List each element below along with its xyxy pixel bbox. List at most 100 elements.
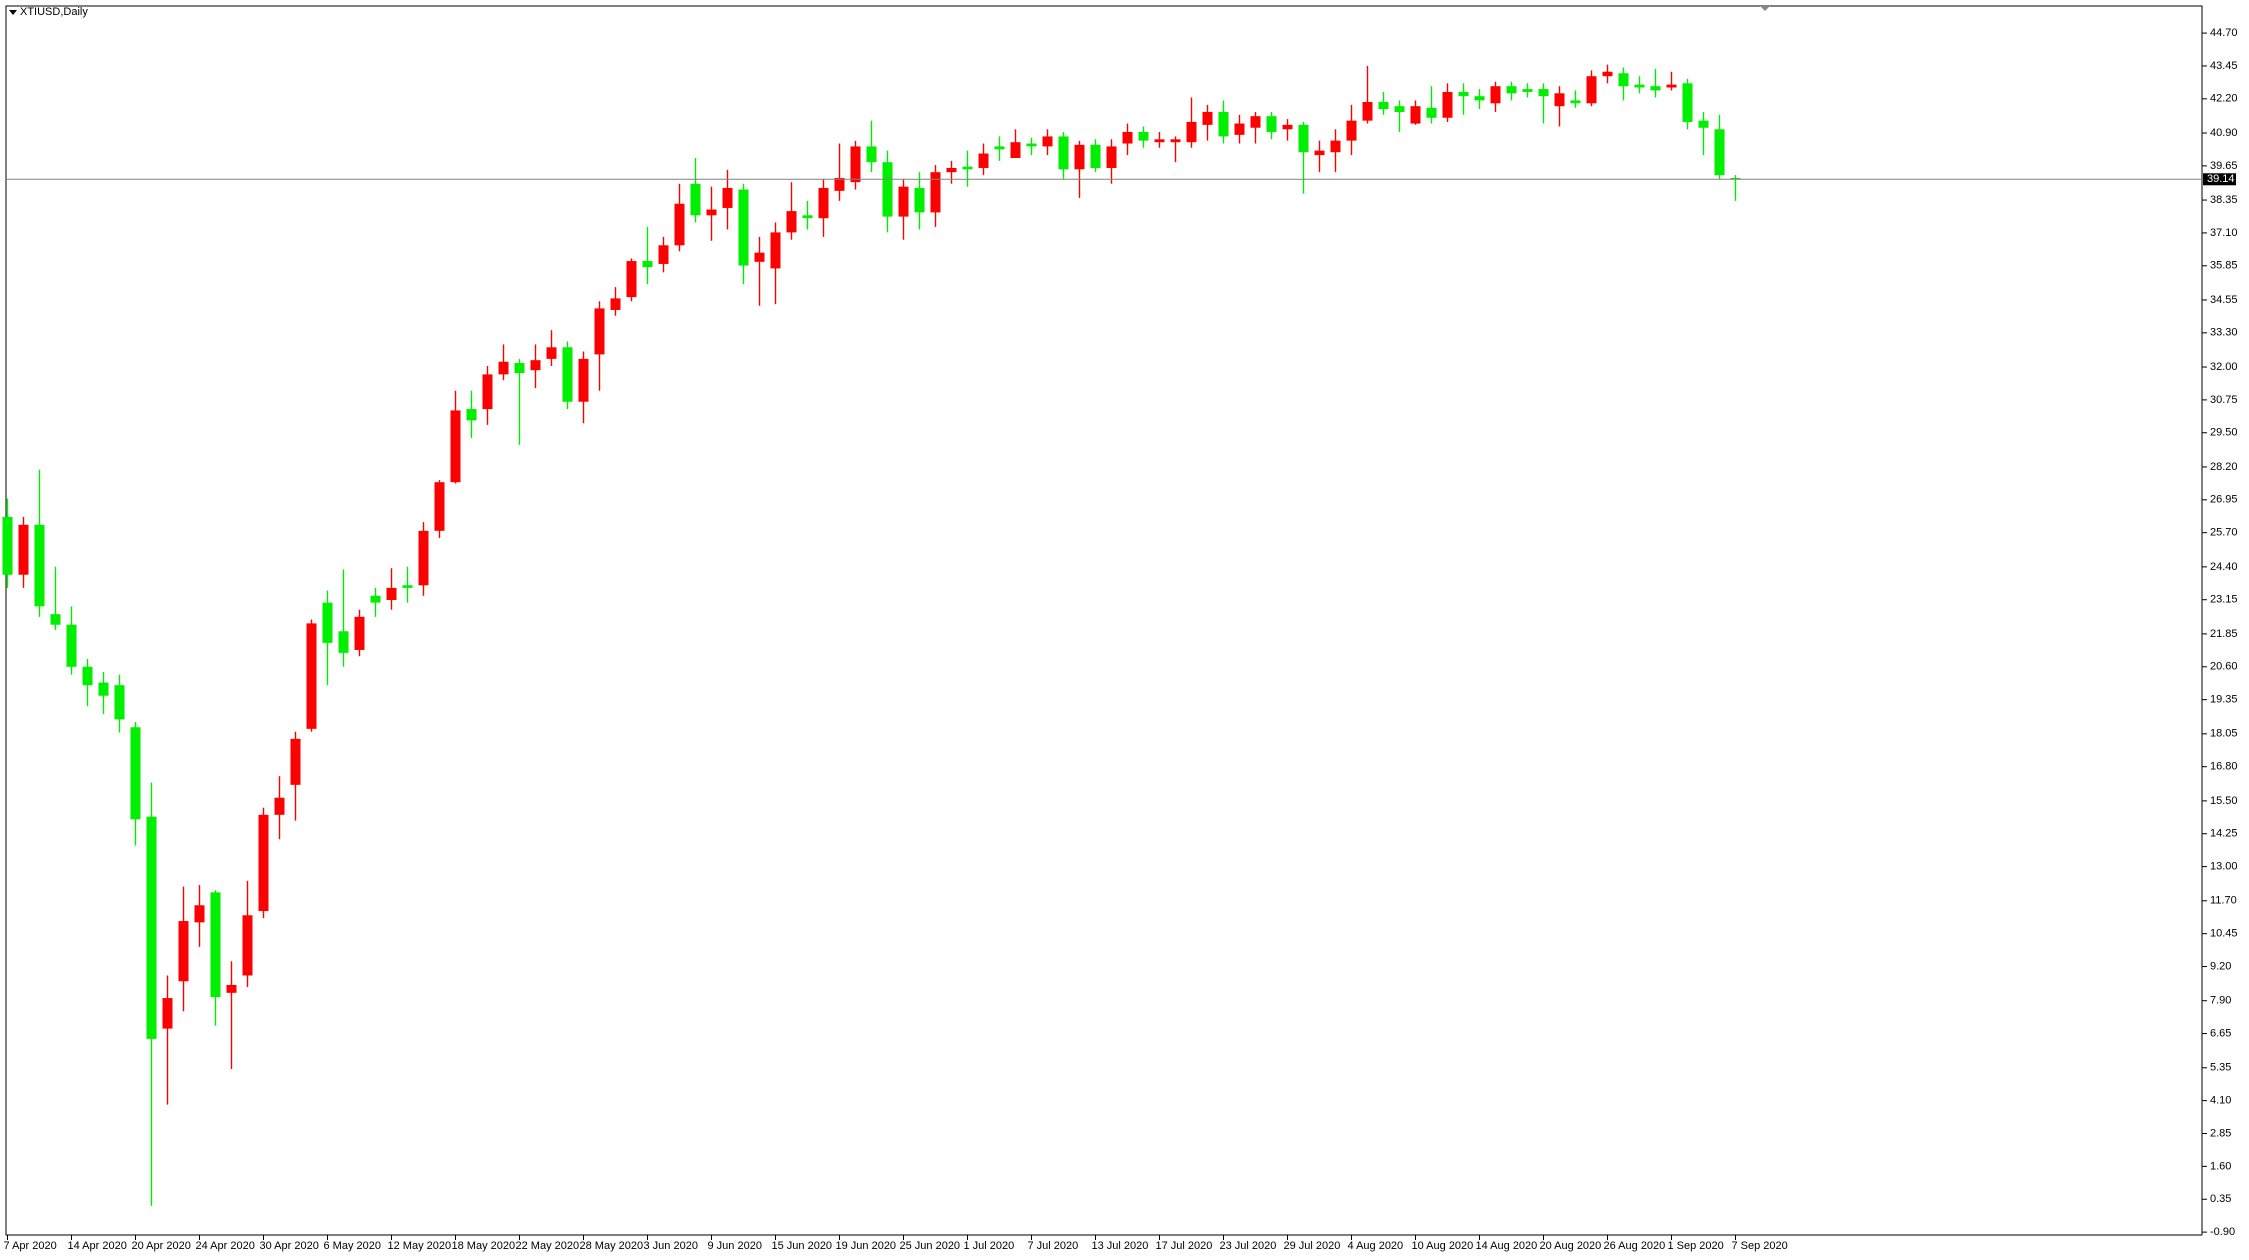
y-tick-label: 33.30 [2210, 327, 2238, 339]
candle-body [1602, 71, 1613, 77]
candle-body [914, 187, 925, 213]
candle-body [434, 482, 445, 531]
x-tick-label: 13 Jul 2020 [1092, 1240, 1149, 1252]
y-tick-label: 39.65 [2210, 160, 2238, 172]
x-tick-label: 28 May 2020 [580, 1240, 644, 1252]
y-tick-label: 19.35 [2210, 694, 2238, 706]
candle-body [498, 361, 509, 375]
candle-body [1186, 121, 1197, 143]
candle-body [242, 915, 253, 976]
candle-body [258, 814, 269, 912]
candle-body [466, 409, 477, 421]
x-tick-label: 7 Jul 2020 [1028, 1240, 1079, 1252]
candle-body [338, 631, 349, 653]
candle-body [1618, 73, 1629, 87]
candle-body [514, 363, 525, 374]
candle-body [706, 209, 717, 216]
candle-body [178, 921, 189, 982]
candle-body [930, 172, 941, 213]
x-tick-label: 15 Jun 2020 [772, 1240, 833, 1252]
y-tick-label: 35.85 [2210, 260, 2238, 272]
candle-body [1138, 131, 1149, 141]
candle-body [1426, 107, 1437, 118]
y-tick-label: 2.85 [2210, 1127, 2231, 1139]
candle-body [450, 410, 461, 483]
candle-body [674, 203, 685, 246]
y-tick-label: 43.45 [2210, 60, 2238, 72]
candle-body [1490, 86, 1501, 104]
x-tick-label: 19 Jun 2020 [836, 1240, 897, 1252]
candle-body [1010, 142, 1021, 158]
x-tick-label: 24 Apr 2020 [196, 1240, 255, 1252]
candle-body [1106, 146, 1117, 168]
x-tick-label: 23 Jul 2020 [1220, 1240, 1277, 1252]
x-tick-label: 22 May 2020 [516, 1240, 580, 1252]
candle-body [610, 298, 621, 310]
candle-body [1090, 144, 1101, 168]
y-tick-label: 21.85 [2210, 628, 2238, 640]
x-tick-label: 14 Apr 2020 [68, 1240, 127, 1252]
candle-body [386, 587, 397, 600]
candle-body [194, 905, 205, 923]
x-tick-label: 30 Apr 2020 [260, 1240, 319, 1252]
candle-body [1650, 86, 1661, 91]
candle-body [754, 252, 765, 262]
x-tick-label: 25 Jun 2020 [900, 1240, 961, 1252]
candle-body [1506, 86, 1517, 94]
candle-body [738, 189, 749, 266]
candle-body [882, 162, 893, 217]
candle-body [34, 524, 45, 607]
candle-body [1634, 84, 1645, 88]
candle-body [1042, 136, 1053, 147]
candle-body [1250, 116, 1261, 128]
candle-body [722, 187, 733, 208]
y-tick-label: 13.00 [2210, 861, 2238, 873]
candle-body [642, 261, 653, 268]
x-tick-label: 20 Aug 2020 [1540, 1240, 1602, 1252]
y-tick-label: -0.90 [2210, 1226, 2235, 1238]
y-tick-label: 29.50 [2210, 427, 2238, 439]
candle-body [66, 624, 77, 667]
y-tick-label: 1.60 [2210, 1160, 2231, 1172]
candle-body [1378, 101, 1389, 110]
x-tick-label: 7 Sep 2020 [1732, 1240, 1788, 1252]
candle-body [2, 516, 13, 575]
y-tick-label: 37.10 [2210, 227, 2238, 239]
candle-body [1122, 131, 1133, 144]
shift-marker[interactable] [1760, 6, 1770, 11]
candle-body [962, 166, 973, 170]
y-tick-label: 14.25 [2210, 828, 2238, 840]
price-label: 39.14 [2207, 173, 2235, 185]
y-tick-label: 6.65 [2210, 1027, 2231, 1039]
y-tick-label: 9.20 [2210, 960, 2231, 972]
candle-body [130, 727, 141, 820]
candle-body [1234, 123, 1245, 135]
y-tick-label: 32.00 [2210, 361, 2238, 373]
candle-body [850, 146, 861, 183]
plot-frame [5, 5, 2203, 1236]
candle-body [786, 211, 797, 233]
x-tick-label: 9 Jun 2020 [708, 1240, 762, 1252]
candle-body [578, 358, 589, 402]
candle-body [1394, 106, 1405, 112]
candle-body [1266, 116, 1277, 132]
candle-body [946, 167, 957, 173]
candle-body [226, 984, 237, 993]
candle-body [1410, 106, 1421, 124]
candle-body [1202, 111, 1213, 125]
y-tick-label: 18.05 [2210, 728, 2238, 740]
candle-body [1362, 101, 1373, 121]
candle-body [306, 623, 317, 729]
candle-body [1154, 139, 1165, 143]
candle-body [370, 595, 381, 603]
menu-arrow[interactable] [9, 10, 17, 15]
candle-body [1570, 100, 1581, 104]
candle-body [1458, 91, 1469, 97]
x-tick-label: 6 May 2020 [324, 1240, 381, 1252]
candle-body [802, 215, 813, 219]
candle-body [1058, 136, 1069, 170]
chart-title: XTIUSD,Daily [20, 6, 88, 18]
x-tick-label: 20 Apr 2020 [132, 1240, 191, 1252]
